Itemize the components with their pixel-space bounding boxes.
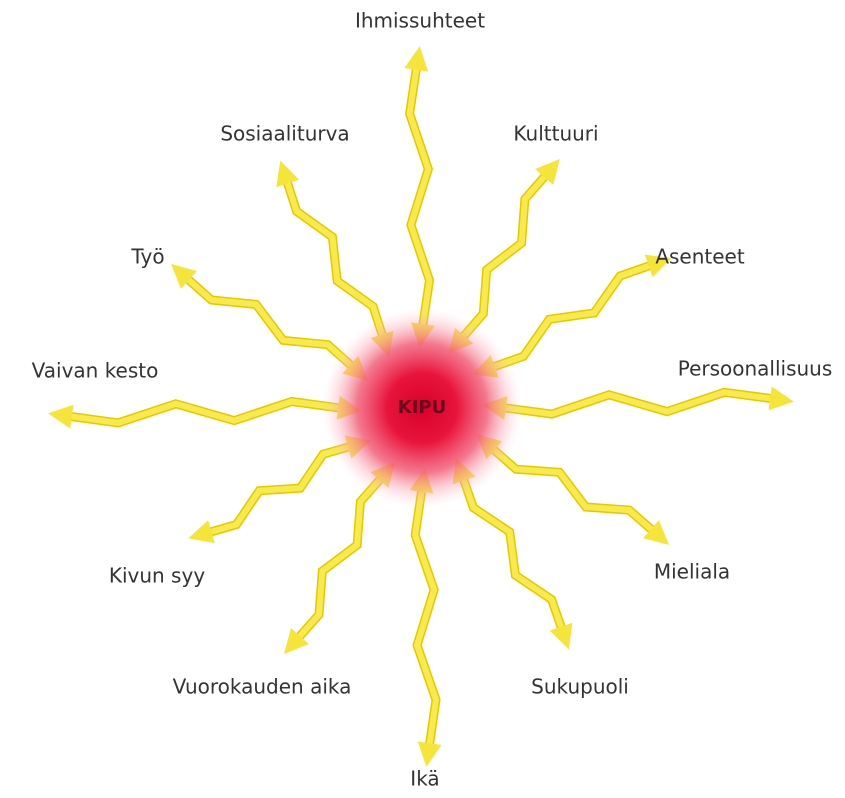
- node-label: Kulttuuri: [513, 122, 598, 146]
- page: KIPU Ihmissuhteet Kulttuuri Asenteet Persoo…: [0, 0, 845, 798]
- node-label: Ikä: [410, 767, 439, 791]
- node-label: Sukupuoli: [531, 675, 629, 699]
- node-label: Sosiaaliturva: [220, 122, 349, 146]
- node-label: Kivun syy: [109, 564, 205, 588]
- node-label: Vuorokauden aika: [173, 675, 352, 699]
- center-label: KIPU: [398, 397, 446, 418]
- node-label: Työ: [130, 245, 164, 269]
- node-label: Mieliala: [654, 560, 730, 584]
- node-label: Asenteet: [655, 245, 745, 269]
- diagram: KIPU Ihmissuhteet Kulttuuri Asenteet Persoo…: [0, 0, 845, 798]
- node-label: Persoonallisuus: [678, 357, 833, 381]
- node-label: Ihmissuhteet: [355, 9, 485, 33]
- node-label: Vaivan kesto: [32, 359, 159, 383]
